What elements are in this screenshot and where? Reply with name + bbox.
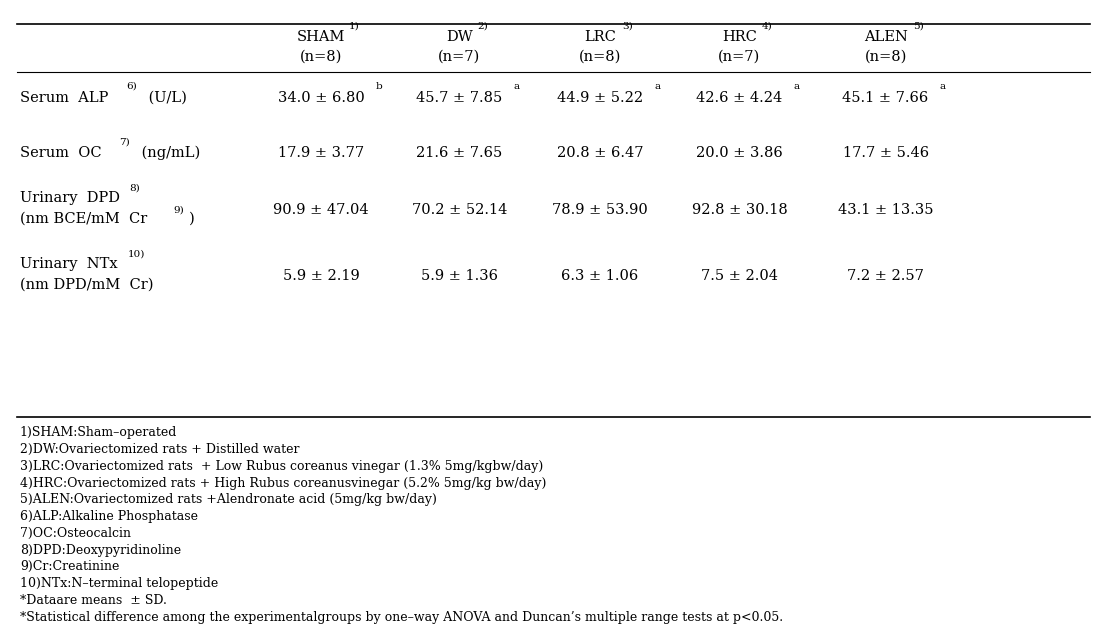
- Text: ALEN: ALEN: [863, 30, 908, 44]
- Text: 34.0 ± 6.80: 34.0 ± 6.80: [278, 91, 364, 105]
- Text: 20.0 ± 3.86: 20.0 ± 3.86: [696, 146, 783, 160]
- Text: 20.8 ± 6.47: 20.8 ± 6.47: [557, 146, 643, 160]
- Text: 44.9 ± 5.22: 44.9 ± 5.22: [557, 91, 643, 105]
- Text: 43.1 ± 13.35: 43.1 ± 13.35: [838, 203, 933, 217]
- Text: 5)ALEN:Ovariectomized rats +Alendronate acid (5mg/kg bw/day): 5)ALEN:Ovariectomized rats +Alendronate …: [20, 493, 437, 506]
- Text: *Dataare means  ± SD.: *Dataare means ± SD.: [20, 594, 167, 607]
- Text: a: a: [940, 82, 946, 91]
- Text: 90.9 ± 47.04: 90.9 ± 47.04: [273, 203, 369, 217]
- Text: 4): 4): [762, 21, 773, 30]
- Text: 45.1 ± 7.66: 45.1 ± 7.66: [842, 91, 929, 105]
- Text: (U/L): (U/L): [144, 91, 187, 105]
- Text: 1): 1): [349, 21, 360, 30]
- Text: (ng/mL): (ng/mL): [137, 146, 200, 160]
- Text: a: a: [794, 82, 800, 91]
- Text: 6)ALP:Alkaline Phosphatase: 6)ALP:Alkaline Phosphatase: [20, 510, 198, 523]
- Text: 3): 3): [622, 21, 633, 30]
- Text: 5.9 ± 2.19: 5.9 ± 2.19: [282, 269, 360, 283]
- Text: 9): 9): [174, 205, 185, 214]
- Text: 17.7 ± 5.46: 17.7 ± 5.46: [842, 146, 929, 160]
- Text: (n=7): (n=7): [438, 50, 480, 64]
- Text: (n=8): (n=8): [579, 50, 621, 64]
- Text: 42.6 ± 4.24: 42.6 ± 4.24: [696, 91, 783, 105]
- Text: 7.2 ± 2.57: 7.2 ± 2.57: [847, 269, 924, 283]
- Text: 7): 7): [120, 137, 131, 146]
- Text: (nm BCE/mM  Cr: (nm BCE/mM Cr: [20, 212, 147, 226]
- Text: LRC: LRC: [584, 30, 615, 44]
- Text: 21.6 ± 7.65: 21.6 ± 7.65: [416, 146, 503, 160]
- Text: 4)HRC:Ovariectomized rats + High Rubus coreanusvinegar (5.2% 5mg/kg bw/day): 4)HRC:Ovariectomized rats + High Rubus c…: [20, 477, 546, 489]
- Text: 8)DPD:Deoxypyridinoline: 8)DPD:Deoxypyridinoline: [20, 544, 182, 556]
- Text: HRC: HRC: [722, 30, 757, 44]
- Text: 2): 2): [477, 21, 488, 30]
- Text: *Statistical difference among the experimentalgroups by one–way ANOVA and Duncan: *Statistical difference among the experi…: [20, 611, 783, 623]
- Text: b: b: [375, 82, 382, 91]
- Text: 3)LRC:Ovariectomized rats  + Low Rubus coreanus vinegar (1.3% 5mg/kgbw/day): 3)LRC:Ovariectomized rats + Low Rubus co…: [20, 460, 544, 473]
- Text: SHAM: SHAM: [297, 30, 345, 44]
- Text: 5): 5): [913, 21, 924, 30]
- Text: 9)Cr:Creatinine: 9)Cr:Creatinine: [20, 560, 120, 573]
- Text: 10): 10): [127, 249, 145, 258]
- Text: 8): 8): [130, 184, 141, 193]
- Text: Urinary  DPD: Urinary DPD: [20, 191, 120, 205]
- Text: (n=7): (n=7): [718, 50, 761, 64]
- Text: 92.8 ± 30.18: 92.8 ± 30.18: [692, 203, 787, 217]
- Text: Serum  OC: Serum OC: [20, 146, 102, 160]
- Text: 6): 6): [126, 82, 137, 91]
- Text: 6.3 ± 1.06: 6.3 ± 1.06: [561, 269, 639, 283]
- Text: DW: DW: [446, 30, 473, 44]
- Text: 45.7 ± 7.85: 45.7 ± 7.85: [416, 91, 503, 105]
- Text: 5.9 ± 1.36: 5.9 ± 1.36: [421, 269, 498, 283]
- Text: (n=8): (n=8): [865, 50, 907, 64]
- Text: 1)SHAM:Sham–operated: 1)SHAM:Sham–operated: [20, 426, 177, 439]
- Text: Urinary  NTx: Urinary NTx: [20, 257, 117, 271]
- Text: ): ): [189, 212, 195, 226]
- Text: (nm DPD/mM  Cr): (nm DPD/mM Cr): [20, 278, 154, 292]
- Text: 7)OC:Osteocalcin: 7)OC:Osteocalcin: [20, 527, 131, 540]
- Text: 78.9 ± 53.90: 78.9 ± 53.90: [552, 203, 648, 217]
- Text: 17.9 ± 3.77: 17.9 ± 3.77: [278, 146, 364, 160]
- Text: (n=8): (n=8): [300, 50, 342, 64]
- Text: 2)DW:Ovariectomized rats + Distilled water: 2)DW:Ovariectomized rats + Distilled wat…: [20, 443, 299, 456]
- Text: a: a: [514, 82, 520, 91]
- Text: 7.5 ± 2.04: 7.5 ± 2.04: [701, 269, 778, 283]
- Text: Serum  ALP: Serum ALP: [20, 91, 108, 105]
- Text: 10)NTx:N–terminal telopeptide: 10)NTx:N–terminal telopeptide: [20, 577, 218, 590]
- Text: a: a: [654, 82, 661, 91]
- Text: 70.2 ± 52.14: 70.2 ± 52.14: [412, 203, 507, 217]
